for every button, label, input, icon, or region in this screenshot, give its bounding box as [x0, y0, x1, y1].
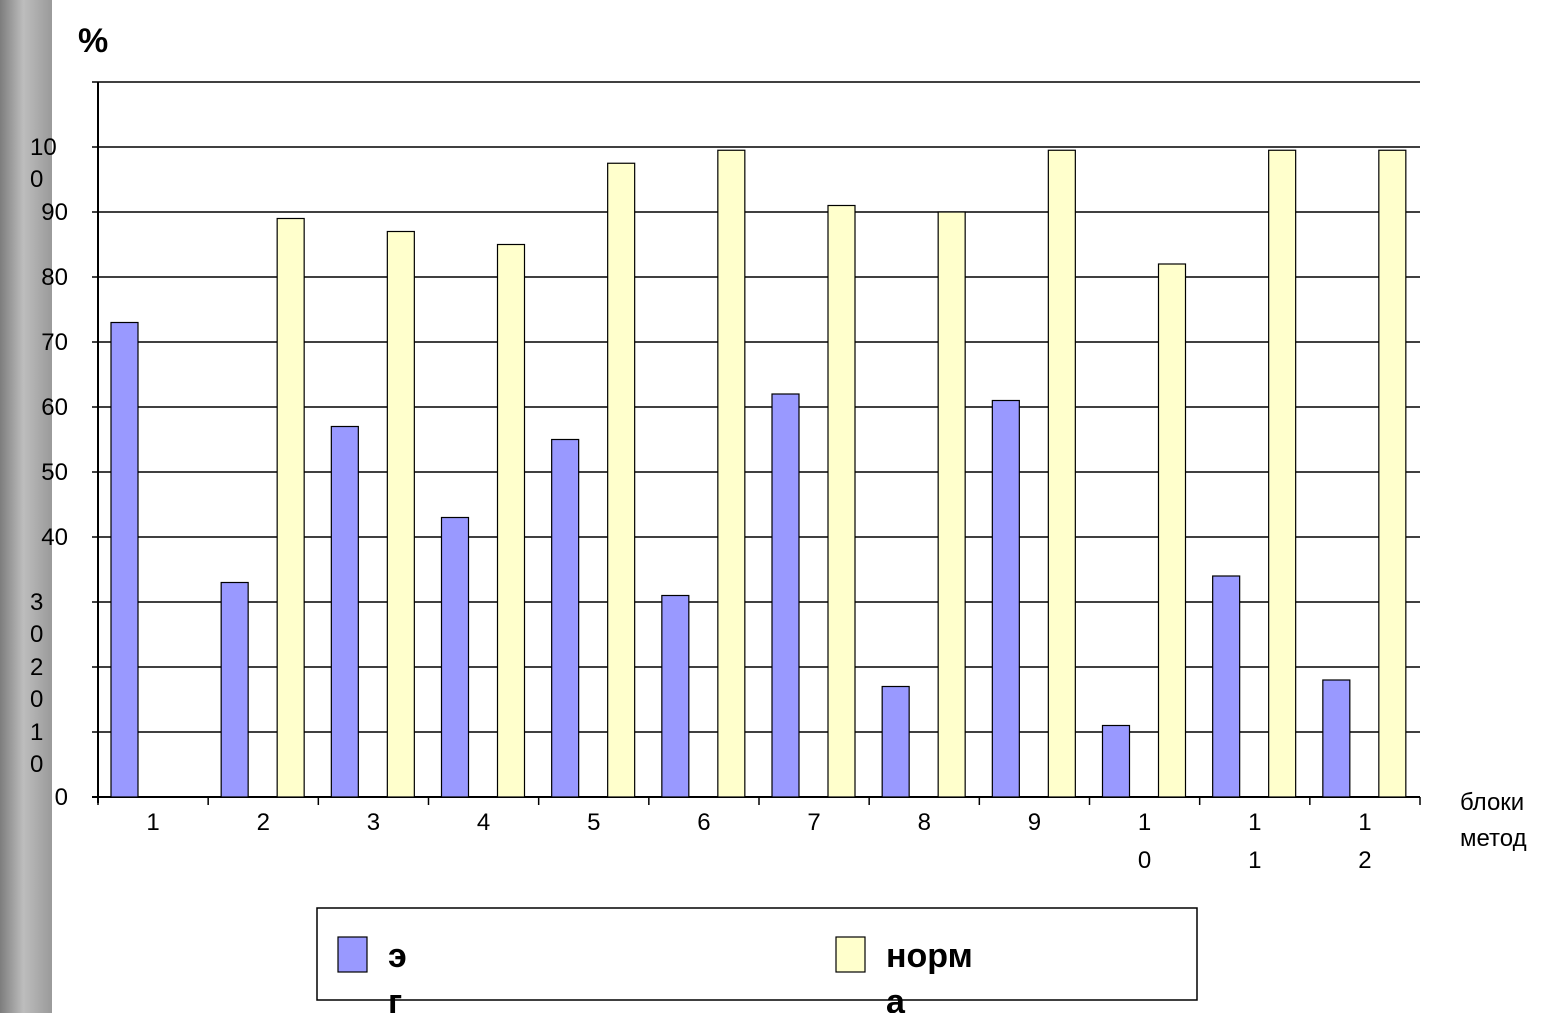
x-tick-label: 2 — [257, 809, 270, 836]
y-tick-label: 70 — [41, 329, 68, 356]
x-tick-label: 9 — [1028, 809, 1041, 836]
x-tick-label: 7 — [807, 809, 820, 836]
bar-series2 — [276, 217, 305, 798]
y-tick-label: 40 — [41, 524, 68, 551]
grid-lines — [92, 81, 1420, 733]
bar-series1 — [1212, 575, 1241, 798]
y-tick-label: 10 0 — [30, 134, 57, 193]
bar-series2 — [827, 204, 856, 798]
x-tick-label: 6 — [697, 809, 710, 836]
bar-series2 — [1268, 149, 1297, 798]
bar-series1 — [991, 399, 1020, 798]
x-tick-labels: 1 2 3 4 5 6 7 8 9 1 01 11 2 — [97, 797, 1421, 874]
legend: э г норм а — [316, 907, 1198, 1013]
y-tick-label: 60 — [41, 394, 68, 421]
bar-series1 — [1322, 679, 1351, 798]
bar-series2 — [937, 211, 966, 798]
y-tick-label: 0 — [55, 784, 68, 811]
y-tick-labels: 0 1 0 2 0 3 0 40 50 60 70 80 90 10 0 — [30, 134, 68, 811]
bar-series1 — [551, 438, 580, 798]
x-tick-label: 4 — [477, 809, 490, 836]
y-tick-label: 50 — [41, 459, 68, 486]
bar-series1 — [330, 425, 359, 798]
bar-series2 — [607, 162, 636, 798]
bar-series2 — [386, 230, 415, 798]
bar-series1 — [661, 594, 690, 798]
x-tick-label: 8 — [918, 809, 931, 836]
x-tick-label: 5 — [587, 809, 600, 836]
y-axis-label: % — [78, 22, 108, 60]
legend-swatch — [835, 936, 866, 973]
y-tick-label: 80 — [41, 264, 68, 291]
bar-series1 — [1101, 724, 1131, 798]
legend-swatch — [337, 936, 368, 973]
axes — [92, 82, 1420, 803]
bar-series1 — [110, 321, 139, 798]
bar-series2 — [1378, 149, 1407, 798]
bar-series2 — [1157, 263, 1187, 798]
bar-series2 — [496, 243, 526, 798]
bars — [110, 149, 1407, 798]
bar-series1 — [881, 685, 910, 798]
legend-label: норм а — [886, 937, 973, 1013]
bar-series1 — [771, 393, 800, 798]
bar-series1 — [220, 581, 249, 798]
legend-box — [316, 907, 1198, 1001]
bar-series2 — [717, 149, 746, 798]
y-tick-label: 90 — [41, 199, 68, 226]
bar-series1 — [440, 516, 470, 798]
side-decoration-strip — [0, 0, 52, 1013]
bar-series2 — [1047, 149, 1076, 798]
x-axis-title-line: метод — [1460, 825, 1527, 852]
x-axis-title-line: блоки — [1460, 789, 1524, 816]
x-axis-label: блоки метод — [1460, 789, 1527, 852]
x-tick-label: 3 — [367, 809, 380, 836]
x-tick-label: 1 — [146, 809, 159, 836]
